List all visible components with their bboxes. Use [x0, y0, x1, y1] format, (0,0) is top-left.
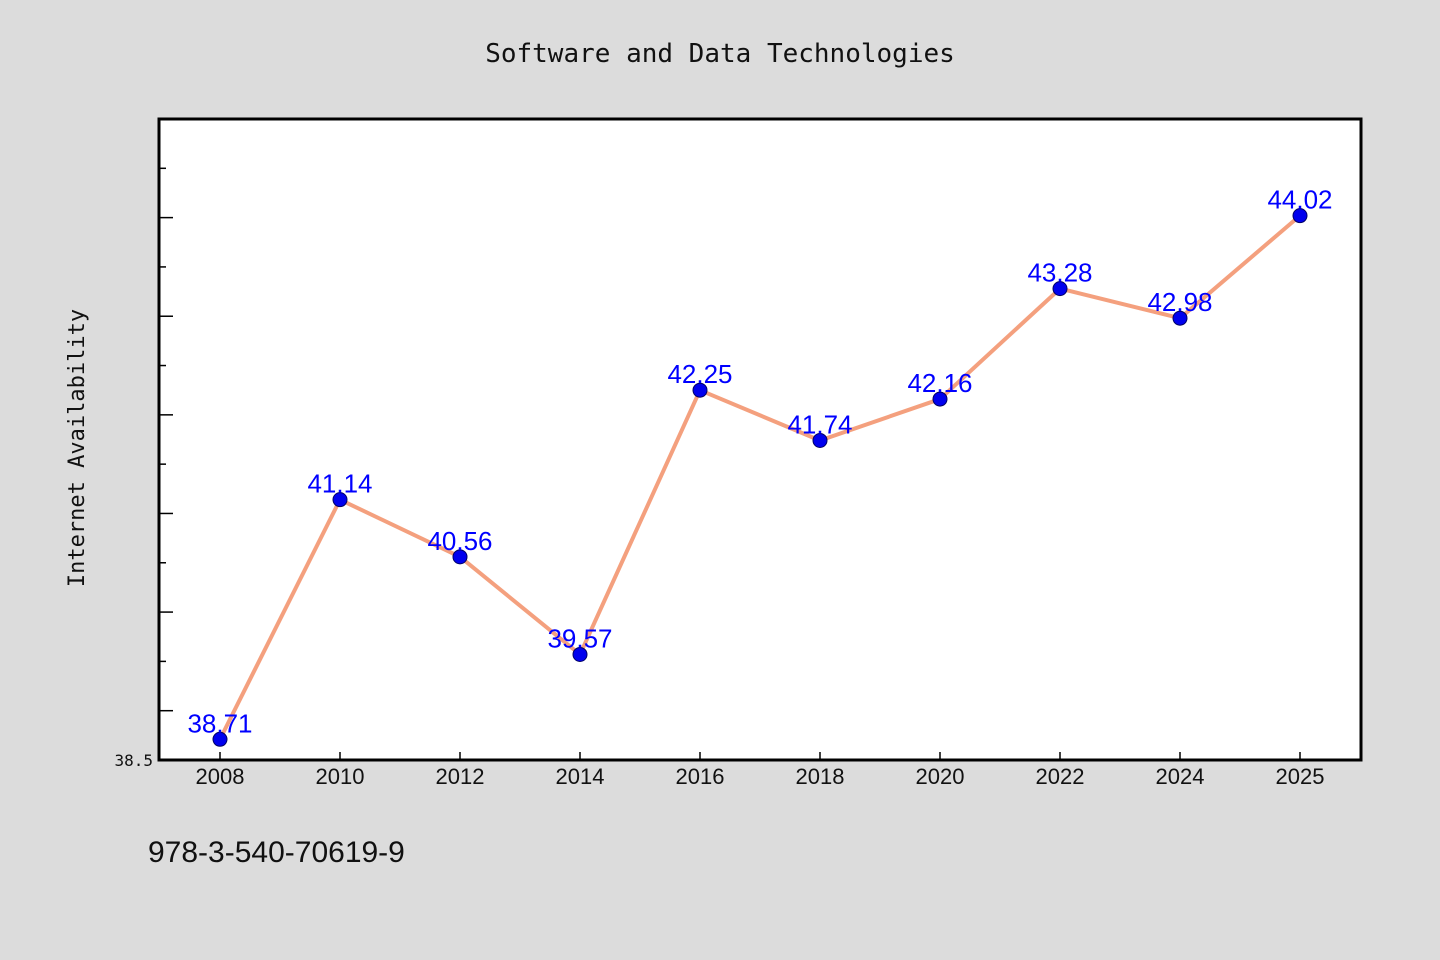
x-tick-label: 2022 — [1036, 764, 1085, 789]
x-axis-ticks: 2008 2010 2012 2014 2016 2018 2020 2022 2024 2025 — [196, 752, 1325, 789]
data-point — [332, 492, 348, 508]
y-tick-label: 38.5 — [114, 751, 153, 770]
x-tick-label: 2025 — [1276, 764, 1325, 789]
data-label: 39.57 — [547, 623, 612, 653]
data-label: 38.71 — [187, 708, 252, 738]
x-tick-label: 2010 — [316, 764, 365, 789]
data-point — [812, 432, 828, 448]
x-tick-label: 2012 — [436, 764, 485, 789]
data-point — [572, 646, 588, 662]
x-tick-label: 2024 — [1156, 764, 1205, 789]
data-markers — [212, 208, 1308, 747]
data-point — [1052, 281, 1068, 297]
data-point — [1292, 208, 1308, 224]
x-tick-label: 2016 — [676, 764, 725, 789]
data-label: 43.28 — [1027, 258, 1092, 288]
data-label: 41.14 — [307, 469, 372, 499]
x-tick-label: 2014 — [556, 764, 605, 789]
data-label: 40.56 — [427, 526, 492, 556]
data-label: 44.02 — [1267, 185, 1332, 215]
data-point — [212, 731, 228, 747]
x-tick-label: 2008 — [196, 764, 245, 789]
plot-area — [157, 117, 1363, 762]
data-label: 42.98 — [1147, 287, 1212, 317]
y-axis-ticks: 38.5 — [114, 118, 173, 770]
data-point — [692, 382, 708, 398]
data-point — [932, 391, 948, 407]
data-label: 42.25 — [667, 359, 732, 389]
series-line — [218, 214, 1302, 741]
data-point — [452, 549, 468, 565]
footer-isbn: 978-3-540-70619-9 — [148, 836, 405, 869]
x-tick-label: 2018 — [796, 764, 845, 789]
y-axis-label: Internet Availability — [65, 309, 90, 587]
data-label: 41.74 — [787, 409, 852, 439]
x-tick-label: 2020 — [916, 764, 965, 789]
chart-title: Software and Data Technologies — [485, 39, 955, 69]
data-labels: 38.71 41.14 40.56 39.57 42.25 41.74 42.16 43.28… — [187, 185, 1332, 739]
data-point — [1172, 310, 1188, 326]
data-label: 42.16 — [907, 368, 972, 398]
